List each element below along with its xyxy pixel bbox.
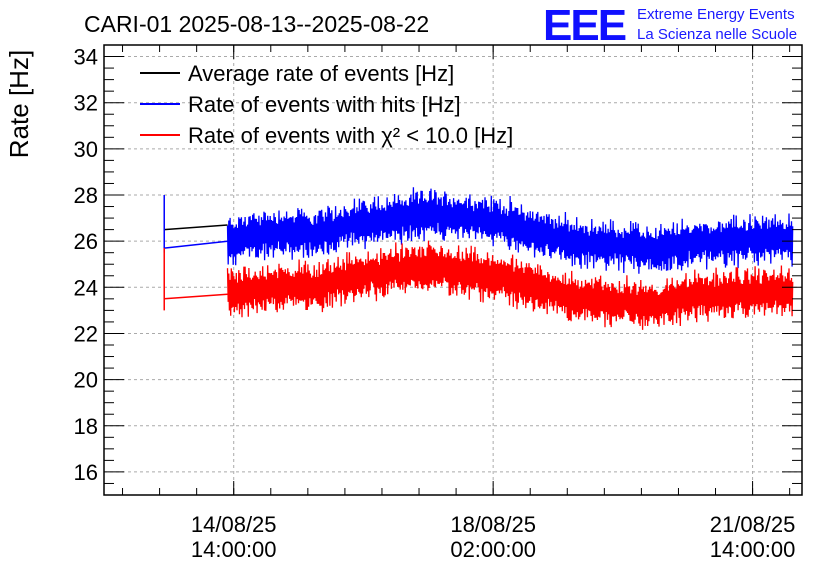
- noise-band: [226, 187, 794, 330]
- legend-label: Rate of events with χ² < 10.0 [Hz]: [188, 123, 513, 148]
- average-rate-line: [164, 224, 228, 231]
- y-tick-label: 22: [74, 321, 98, 346]
- eee-logo: EEE Extreme Energy Events La Scienza nel…: [543, 1, 797, 50]
- y-tick-label: 16: [74, 460, 98, 485]
- x-tick-label-time: 14:00:00: [191, 537, 277, 562]
- x-tick-label-date: 21/08/25: [710, 512, 796, 537]
- x-tick-label-date: 14/08/25: [191, 512, 277, 537]
- y-tick-label: 24: [74, 275, 98, 300]
- legend: Average rate of events [Hz] Rate of event…: [140, 61, 513, 148]
- eee-logo-line1: Extreme Energy Events: [637, 6, 795, 23]
- axes: 1618202224262830323414/08/2514:00:0018/0…: [74, 44, 803, 562]
- y-tick-label: 18: [74, 414, 98, 439]
- legend-label: Average rate of events [Hz]: [188, 61, 454, 86]
- legend-label: Rate of events with hits [Hz]: [188, 92, 461, 117]
- hits-rate-line: [164, 240, 228, 249]
- hits-rate-noise: [226, 187, 794, 274]
- y-axis-label: Rate [Hz]: [4, 50, 34, 158]
- y-tick-label: 34: [74, 45, 98, 70]
- y-tick-label: 30: [74, 137, 98, 162]
- eee-logo-line2: La Scienza nelle Scuole: [637, 26, 797, 43]
- y-tick-label: 26: [74, 229, 98, 254]
- x-tick-label-time: 02:00:00: [450, 537, 536, 562]
- eee-logo-mark: EEE: [543, 1, 626, 50]
- legend-chi2: Rate of events with χ² < 10.0 [Hz]: [140, 123, 513, 148]
- plot-frame: [103, 44, 803, 496]
- x-tick-label-date: 18/08/25: [450, 512, 536, 537]
- chi2-rate-line: [164, 293, 228, 300]
- y-tick-label: 20: [74, 368, 98, 393]
- series-group: [163, 195, 228, 311]
- y-tick-label: 28: [74, 183, 98, 208]
- y-tick-label: 32: [74, 91, 98, 116]
- legend-hits: Rate of events with hits [Hz]: [140, 92, 461, 117]
- legend-average: Average rate of events [Hz]: [140, 61, 454, 86]
- x-tick-label-time: 14:00:00: [710, 537, 796, 562]
- chi2-rate-noise: [226, 240, 794, 330]
- chart-title: CARI-01 2025-08-13--2025-08-22: [84, 11, 429, 37]
